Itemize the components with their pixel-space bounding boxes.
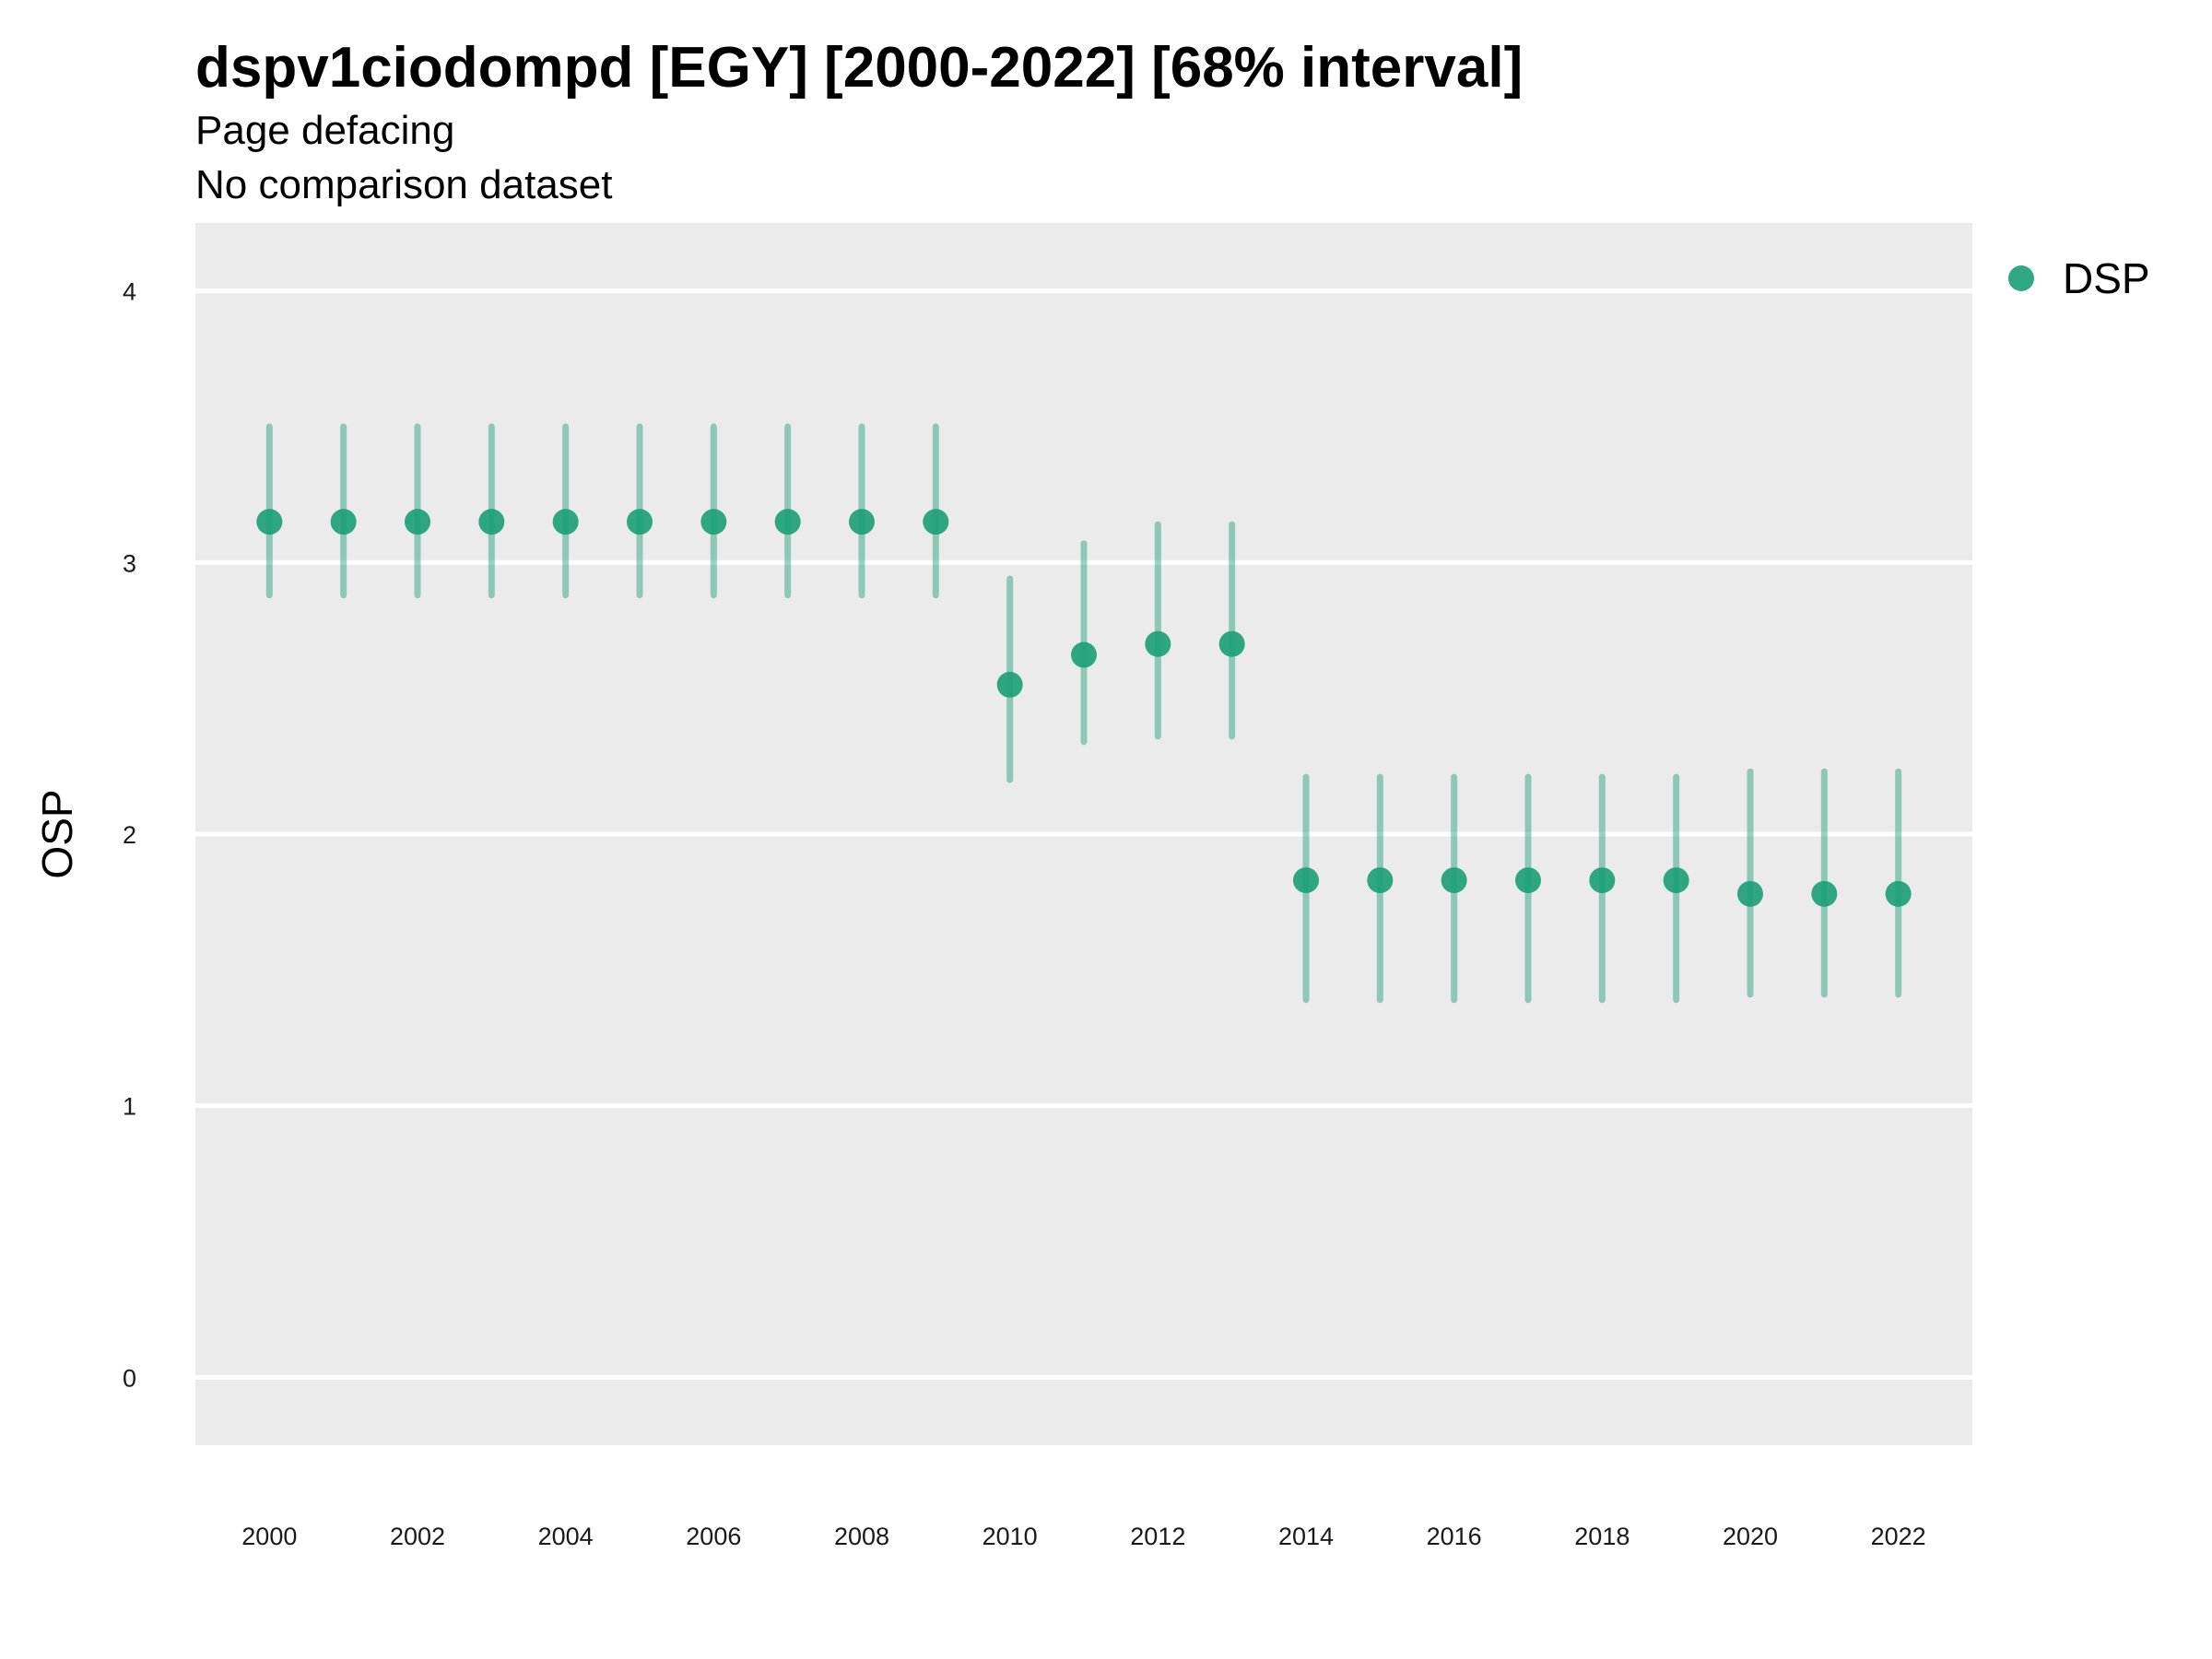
grid-lines bbox=[195, 288, 1972, 1380]
data-point-2016 bbox=[1441, 867, 1467, 894]
x-tick-label: 2020 bbox=[1723, 1523, 1778, 1550]
data-point-2002 bbox=[405, 509, 430, 535]
x-tick-label: 2014 bbox=[1278, 1523, 1334, 1550]
y-tick-label: 1 bbox=[123, 1093, 136, 1121]
y-tick-label: 4 bbox=[123, 278, 136, 306]
data-point-2021 bbox=[1811, 880, 1838, 907]
data-point-2017 bbox=[1515, 867, 1541, 894]
data-point-2003 bbox=[478, 509, 505, 535]
y-tick-label: 3 bbox=[123, 549, 136, 577]
chart-title: dspv1ciodompd [EGY] [2000-2022] [68% int… bbox=[195, 36, 1523, 100]
x-axis-ticks: 2000 2002 2004 2006 2008 2010 2012 2014 2016 2018… bbox=[241, 1523, 1925, 1550]
data-point-2019 bbox=[1663, 867, 1689, 894]
x-tick-label: 2004 bbox=[538, 1523, 594, 1550]
data-point-2009 bbox=[923, 509, 949, 535]
y-tick-label: 0 bbox=[123, 1364, 136, 1392]
x-tick-label: 2000 bbox=[241, 1523, 297, 1550]
x-tick-label: 2002 bbox=[390, 1523, 445, 1550]
x-tick-label: 2016 bbox=[1427, 1523, 1482, 1550]
data-point-2013 bbox=[1218, 630, 1245, 657]
x-tick-label: 2012 bbox=[1130, 1523, 1185, 1550]
data-point-2011 bbox=[1071, 641, 1097, 668]
legend: DSP bbox=[2008, 254, 2150, 302]
y-tick-label: 2 bbox=[123, 821, 136, 849]
y-axis-label: OSP bbox=[33, 789, 81, 878]
data-point-2010 bbox=[996, 671, 1023, 698]
data-point-2020 bbox=[1737, 880, 1763, 907]
x-tick-label: 2006 bbox=[686, 1523, 741, 1550]
data-point-2001 bbox=[330, 509, 357, 535]
data-point-2018 bbox=[1589, 867, 1616, 894]
x-tick-label: 2008 bbox=[834, 1523, 889, 1550]
legend-label: DSP bbox=[2063, 254, 2150, 302]
x-tick-label: 2018 bbox=[1574, 1523, 1630, 1550]
chart-subtitle: Page defacing bbox=[195, 108, 454, 153]
x-tick-label: 2022 bbox=[1871, 1523, 1926, 1550]
y-axis-ticks: 0 1 2 3 4 bbox=[123, 278, 136, 1393]
data-point-2004 bbox=[552, 509, 579, 535]
x-tick-label: 2010 bbox=[982, 1523, 1038, 1550]
data-point-2012 bbox=[1145, 630, 1171, 657]
data-point-2022 bbox=[1885, 880, 1912, 907]
data-point-2007 bbox=[774, 509, 801, 535]
data-points bbox=[256, 509, 1912, 907]
data-point-2006 bbox=[700, 509, 727, 535]
legend-marker bbox=[2008, 265, 2034, 291]
data-point-2000 bbox=[256, 509, 283, 535]
data-point-2008 bbox=[849, 509, 875, 535]
data-point-2015 bbox=[1367, 867, 1394, 894]
data-point-2014 bbox=[1293, 867, 1319, 894]
chart-subtitle-2: No comparison dataset bbox=[195, 162, 612, 207]
data-point-2005 bbox=[627, 509, 653, 535]
